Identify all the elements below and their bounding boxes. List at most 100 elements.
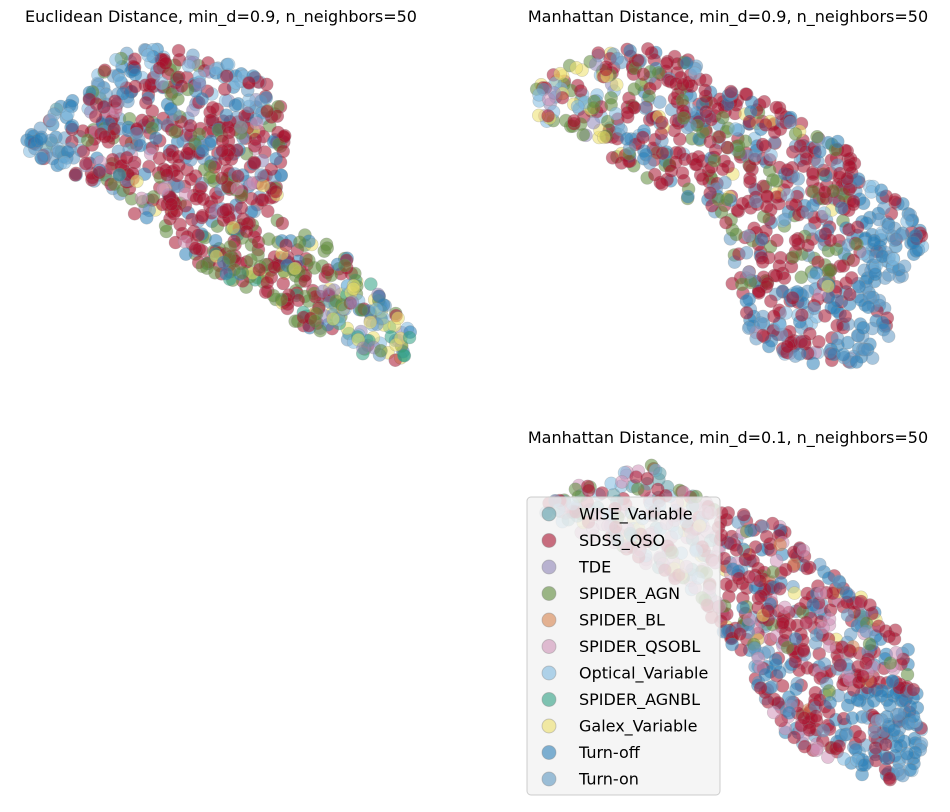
scatter-point bbox=[98, 63, 112, 78]
scatter-point bbox=[725, 637, 739, 652]
scatter-point bbox=[861, 300, 876, 315]
scatter-point bbox=[177, 234, 192, 249]
scatter-point bbox=[733, 627, 747, 641]
scatter-point bbox=[128, 52, 142, 67]
scatter-point bbox=[787, 730, 802, 745]
scatter-point bbox=[636, 67, 651, 82]
scatter-point bbox=[372, 289, 386, 304]
scatter-point bbox=[807, 301, 822, 316]
scatter-point bbox=[782, 705, 797, 720]
scatter-point bbox=[171, 43, 186, 58]
scatter-point bbox=[195, 143, 210, 158]
scatter-point bbox=[586, 101, 601, 115]
scatter-point bbox=[664, 164, 679, 178]
panel-title: Manhattan Distance, min_d=0.1, n_neighbo… bbox=[528, 428, 928, 448]
scatter-point bbox=[850, 220, 865, 234]
scatter-point bbox=[770, 233, 784, 248]
scatter-point bbox=[268, 184, 283, 199]
scatter-point bbox=[547, 86, 562, 100]
scatter-point bbox=[642, 89, 656, 103]
scatter-point bbox=[581, 483, 596, 498]
legend-entries: WISE_Variable SDSS_QSO TDE SPIDER_AGN SPIDER… bbox=[541, 505, 708, 789]
scatter-point bbox=[629, 470, 643, 484]
scatter-point bbox=[823, 263, 838, 278]
scatter-point bbox=[825, 586, 840, 601]
scatter-point bbox=[623, 43, 637, 58]
scatter-point bbox=[127, 206, 142, 221]
panel-manhattan-md09: Manhattan Distance, min_d=0.9, n_neighbo… bbox=[528, 7, 930, 371]
scatter-point bbox=[893, 228, 908, 242]
scatter-point bbox=[139, 96, 153, 110]
scatter-point bbox=[635, 130, 650, 145]
scatter-point bbox=[128, 67, 143, 82]
scatter-point bbox=[719, 577, 733, 592]
scatter-point bbox=[158, 56, 173, 71]
scatter-point bbox=[818, 227, 833, 241]
scatter-point bbox=[839, 585, 854, 600]
scatter-point bbox=[756, 328, 770, 343]
scatter-point bbox=[369, 302, 384, 317]
scatter-point bbox=[780, 640, 795, 655]
scatter-point bbox=[174, 79, 189, 93]
panel-euclidean-md09: Euclidean Distance, min_d=0.9, n_neighbo… bbox=[20, 7, 418, 368]
scatter-point bbox=[230, 181, 244, 196]
scatter-point bbox=[868, 267, 883, 282]
scatter-point bbox=[698, 83, 712, 98]
scatter-point bbox=[274, 292, 289, 307]
scatter-point bbox=[206, 100, 220, 115]
legend-marker bbox=[541, 612, 557, 628]
scatter-point bbox=[772, 665, 787, 680]
scatter-point bbox=[676, 77, 690, 92]
scatter-point bbox=[728, 122, 743, 136]
scatter-point bbox=[779, 306, 793, 320]
scatter-point bbox=[234, 120, 248, 135]
scatter-point bbox=[218, 82, 232, 96]
scatter-point bbox=[857, 758, 872, 772]
scatter-point bbox=[610, 51, 625, 66]
scatter-point bbox=[796, 159, 811, 173]
scatter-point bbox=[320, 241, 335, 255]
scatter-point bbox=[754, 589, 768, 603]
scatter-point bbox=[753, 316, 768, 330]
scatter-point bbox=[897, 259, 912, 274]
scatter-point bbox=[842, 643, 857, 658]
scatter-point bbox=[836, 347, 851, 362]
scatter-point bbox=[879, 751, 894, 766]
scatter-point bbox=[817, 206, 832, 220]
scatter-point bbox=[800, 205, 814, 220]
scatter-point bbox=[168, 125, 182, 139]
scatter-point bbox=[755, 255, 770, 269]
scatter-point bbox=[596, 130, 611, 145]
scatter-point bbox=[247, 156, 262, 170]
scatter-point bbox=[679, 56, 694, 71]
scatter-point bbox=[731, 139, 746, 153]
scatter-point bbox=[354, 303, 369, 317]
scatter-point bbox=[856, 247, 871, 261]
scatter-point bbox=[724, 84, 738, 99]
scatter-point bbox=[316, 284, 330, 299]
scatter-point bbox=[291, 293, 306, 308]
legend-entry: SPIDER_AGN bbox=[541, 584, 680, 604]
scatter-point bbox=[799, 615, 814, 630]
scatter-point bbox=[850, 693, 865, 707]
legend-entry: Optical_Variable bbox=[541, 664, 708, 684]
scatter-point bbox=[753, 681, 768, 695]
scatter-point bbox=[809, 266, 824, 280]
legend-marker bbox=[541, 665, 557, 681]
legend-label: WISE_Variable bbox=[579, 505, 693, 525]
scatter-point bbox=[739, 294, 754, 308]
scatter-point bbox=[878, 737, 893, 752]
scatter-point bbox=[363, 277, 378, 291]
legend-label: TDE bbox=[578, 558, 611, 577]
scatter-point bbox=[766, 565, 780, 579]
scatter-point bbox=[840, 608, 855, 623]
scatter-point bbox=[742, 114, 757, 129]
scatter-point bbox=[219, 203, 233, 217]
scatter-point bbox=[882, 629, 897, 644]
scatter-point bbox=[234, 201, 249, 215]
scatter-point bbox=[885, 674, 900, 688]
legend-label: Turn-on bbox=[578, 770, 639, 789]
scatter-point bbox=[786, 250, 801, 264]
legend-label: Galex_Variable bbox=[579, 717, 697, 737]
scatter-point bbox=[248, 132, 263, 147]
